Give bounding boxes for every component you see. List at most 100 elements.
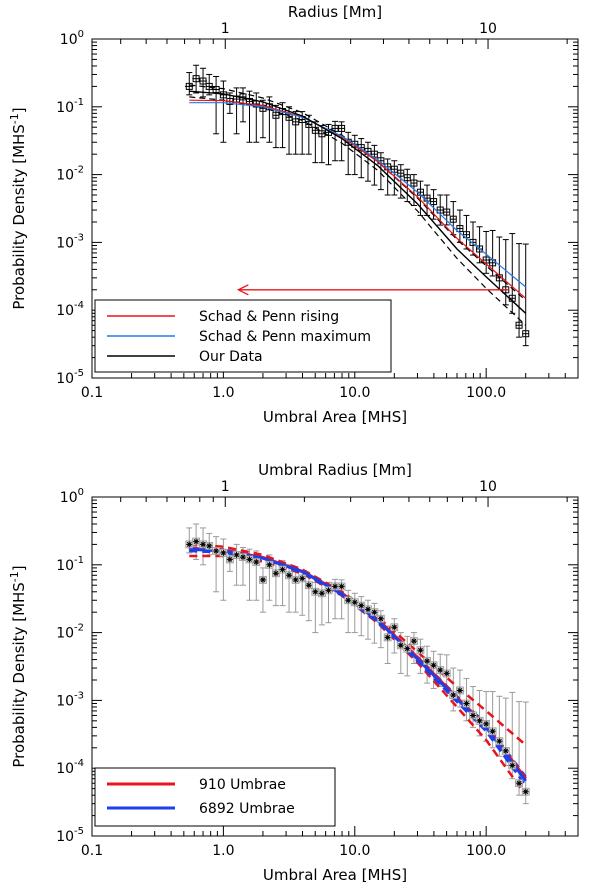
- y-tick-base: 10: [56, 303, 74, 319]
- y-tick-exp: -2: [74, 623, 84, 634]
- y-tick-exp: -4: [74, 758, 84, 769]
- data-point: [509, 762, 516, 769]
- top-tick-label: 1: [221, 479, 230, 495]
- plot-area: [185, 523, 530, 805]
- y-tick-base: 10: [60, 490, 78, 506]
- data-point: [469, 238, 477, 246]
- top-axis-label: Radius [Mm]: [288, 3, 382, 21]
- x-tick-label: 10.0: [339, 843, 370, 859]
- data-point: [286, 572, 293, 579]
- data-point: [338, 583, 345, 590]
- plot-frame: [91, 496, 579, 837]
- y-tick-base: 10: [56, 626, 74, 642]
- dashed-band: [189, 96, 527, 326]
- data-point: [390, 165, 398, 173]
- x-tick-label: 100.0: [466, 843, 506, 859]
- data-point: [193, 538, 200, 545]
- data-point: [397, 169, 405, 177]
- y-axis-label-close: ]: [10, 565, 28, 571]
- top-tick-label: 1: [221, 21, 230, 37]
- y-tick-exp: -5: [74, 368, 84, 379]
- data-point: [456, 687, 463, 694]
- y-tick-base: 10: [56, 168, 74, 184]
- y-axis-label-text: Probability Density [MHS: [10, 124, 28, 309]
- x-tick-label: 1.0: [212, 843, 234, 859]
- data-point: [299, 575, 306, 582]
- data-point: [443, 670, 450, 677]
- data-point: [397, 642, 404, 649]
- data-point: [522, 330, 530, 338]
- y-tick-base: 10: [56, 100, 74, 116]
- top-tick-label: 10: [479, 479, 497, 495]
- y-tick-label: 10-5: [56, 368, 84, 387]
- y-tick-label: 10-3: [56, 690, 84, 709]
- data-point: [489, 728, 496, 735]
- y-tick-exp: -2: [74, 165, 84, 176]
- data-point: [318, 590, 325, 597]
- series-line: [189, 90, 527, 314]
- y-tick-label: 100: [60, 487, 84, 506]
- y-tick-label: 10-4: [56, 300, 84, 319]
- y-tick-label: 100: [60, 29, 84, 48]
- series-line: [189, 99, 527, 299]
- data-point: [220, 549, 227, 556]
- y-tick-label: 10-4: [56, 758, 84, 777]
- data-point: [185, 82, 193, 90]
- data-point: [502, 747, 509, 754]
- data-point: [410, 638, 417, 645]
- data-point: [417, 647, 424, 654]
- y-axis-label-text: Probability Density [MHS: [10, 582, 28, 767]
- x-tick-label: 10.0: [339, 385, 370, 401]
- data-point: [345, 597, 352, 604]
- y-axis-label-close: ]: [10, 107, 28, 113]
- legend: 910 Umbrae 6892 Umbrae: [94, 767, 336, 827]
- data-point: [371, 609, 378, 616]
- plot-area: [184, 64, 530, 347]
- arrow-head: [236, 284, 249, 296]
- y-tick-base: 10: [56, 761, 74, 777]
- y-tick-exp: -3: [74, 690, 84, 701]
- y-tick-base: 10: [56, 558, 74, 574]
- x-axis-label: Umbral Area [MHS]: [263, 866, 407, 884]
- y-axis-label: Probability Density [MHS-1]: [8, 565, 28, 767]
- y-tick-base: 10: [56, 829, 74, 845]
- data-point: [476, 245, 484, 253]
- dashed-band: [189, 84, 527, 301]
- legend-label: Our Data: [199, 349, 263, 365]
- legend-label: 6892 Umbrae: [199, 801, 295, 817]
- y-tick-label: 10-3: [56, 232, 84, 251]
- y-axis-label: Probability Density [MHS-1]: [8, 107, 28, 309]
- chart-panel-1: 0.1 1.0 10.0 100.01 1010-510-410-310-210-110…: [8, 3, 579, 426]
- data-point: [259, 576, 266, 583]
- data-point: [213, 547, 220, 554]
- series-line: [189, 546, 527, 780]
- data-point: [450, 692, 457, 699]
- data-point: [272, 570, 279, 577]
- data-point: [305, 120, 313, 128]
- data-point: [430, 662, 437, 669]
- data-point: [515, 321, 523, 329]
- data-point: [449, 215, 457, 223]
- data-point: [522, 788, 529, 795]
- data-point: [332, 583, 339, 590]
- y-tick-exp: 0: [78, 29, 84, 40]
- data-point: [312, 588, 319, 595]
- y-tick-label: 10-2: [56, 623, 84, 642]
- y-axis-label-sup: -1: [8, 571, 21, 582]
- series-line: [189, 102, 527, 288]
- chart-panel-2: 0.1 1.0 10.0 100.01 1010-510-410-310-210-110…: [8, 461, 579, 884]
- data-point: [272, 111, 280, 119]
- data-point: [516, 780, 523, 787]
- y-tick-label: 10-2: [56, 165, 84, 184]
- data-point: [430, 198, 438, 206]
- x-axis-label: Umbral Area [MHS]: [263, 408, 407, 426]
- data-point: [186, 541, 193, 548]
- series-line: [189, 547, 527, 782]
- data-point: [496, 738, 503, 745]
- legend-box: [94, 767, 336, 827]
- x-tick-label: 0.1: [81, 385, 103, 401]
- data-point: [436, 206, 444, 214]
- data-point: [358, 602, 365, 609]
- data-point: [292, 118, 300, 126]
